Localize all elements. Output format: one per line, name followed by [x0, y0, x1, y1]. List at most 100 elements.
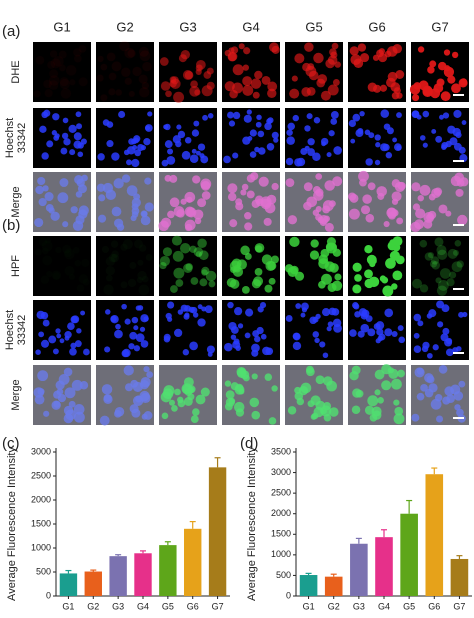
cell: [395, 70, 405, 79]
cell: [412, 278, 422, 289]
cell: [59, 77, 69, 87]
cell: [227, 183, 238, 194]
cell: [76, 123, 83, 130]
micrograph: [285, 108, 343, 168]
cell: [139, 87, 150, 98]
cell: [171, 405, 178, 412]
cell: [197, 238, 207, 249]
cell: [271, 385, 278, 392]
cell: [48, 75, 60, 86]
cell: [368, 132, 375, 139]
cell: [243, 114, 252, 123]
cell: [227, 111, 234, 119]
cell: [230, 334, 237, 340]
cell: [454, 240, 462, 247]
cell: [233, 338, 240, 345]
cell: [328, 130, 335, 137]
cell: [438, 204, 448, 214]
cell: [43, 410, 50, 417]
cell: [173, 91, 185, 103]
cell: [143, 138, 151, 146]
cell: [329, 200, 336, 208]
cell: [108, 88, 116, 96]
cell: [430, 256, 440, 265]
cell: [454, 404, 461, 411]
micrograph: [222, 108, 280, 168]
bar: [84, 571, 102, 596]
column-header: G6: [368, 19, 385, 34]
row-label: Hoechst: [4, 310, 16, 350]
column-header: G4: [242, 19, 259, 34]
cell: [64, 387, 76, 399]
cell: [244, 212, 252, 220]
cell: [232, 152, 239, 159]
cell: [106, 52, 116, 62]
cell: [439, 268, 451, 279]
cell: [139, 380, 150, 390]
cell: [106, 140, 114, 148]
cell: [104, 346, 111, 353]
cell: [201, 306, 207, 312]
error-bar: [115, 554, 122, 557]
cell: [453, 109, 462, 118]
cell: [435, 277, 442, 284]
cell: [230, 382, 239, 391]
micrograph: [222, 42, 280, 102]
cell: [354, 311, 361, 318]
cell: [227, 52, 237, 62]
cell: [429, 260, 438, 268]
micrograph: [96, 236, 154, 296]
cell: [298, 385, 309, 396]
cell: [436, 245, 447, 256]
cell: [391, 283, 398, 290]
cell: [295, 303, 302, 309]
cell: [258, 147, 266, 155]
column-header: G7: [431, 19, 448, 34]
cell: [142, 61, 152, 72]
cell: [190, 80, 198, 89]
cell: [138, 285, 149, 296]
bar: [299, 575, 318, 596]
cell: [108, 72, 117, 81]
cell: [360, 205, 371, 215]
cell: [75, 191, 83, 198]
cell: [191, 148, 197, 154]
cell: [138, 74, 148, 84]
cell: [81, 259, 89, 267]
cell: [349, 46, 359, 56]
cell: [53, 55, 64, 67]
cell: [199, 278, 208, 287]
cell: [374, 389, 381, 396]
cell: [42, 255, 52, 265]
cell: [55, 380, 65, 390]
cell: [424, 252, 433, 261]
cell: [320, 248, 330, 258]
error-bar: [355, 537, 362, 544]
cell: [244, 253, 252, 260]
panel-tag: (d): [240, 435, 258, 452]
cell: [171, 235, 182, 246]
column-header: G2: [116, 19, 133, 34]
cell: [355, 129, 364, 138]
cell: [41, 275, 50, 284]
error-bar: [189, 520, 196, 529]
cell: [133, 325, 139, 331]
micrograph: [96, 365, 154, 426]
cell: [371, 406, 382, 417]
cell: [146, 254, 153, 261]
y-tick-label: 1000: [271, 549, 291, 559]
cell: [205, 270, 217, 282]
cell: [382, 285, 394, 297]
y-tick-label: 1000: [31, 542, 51, 552]
y-tick-label: 3000: [31, 446, 51, 456]
cell: [461, 120, 467, 125]
cell: [380, 109, 390, 118]
cell: [385, 152, 393, 159]
cell: [423, 212, 435, 223]
bar: [184, 528, 202, 596]
cell: [41, 152, 49, 160]
micrograph: [159, 300, 217, 360]
cell: [426, 375, 435, 384]
cell: [193, 120, 200, 127]
cell: [369, 413, 378, 422]
